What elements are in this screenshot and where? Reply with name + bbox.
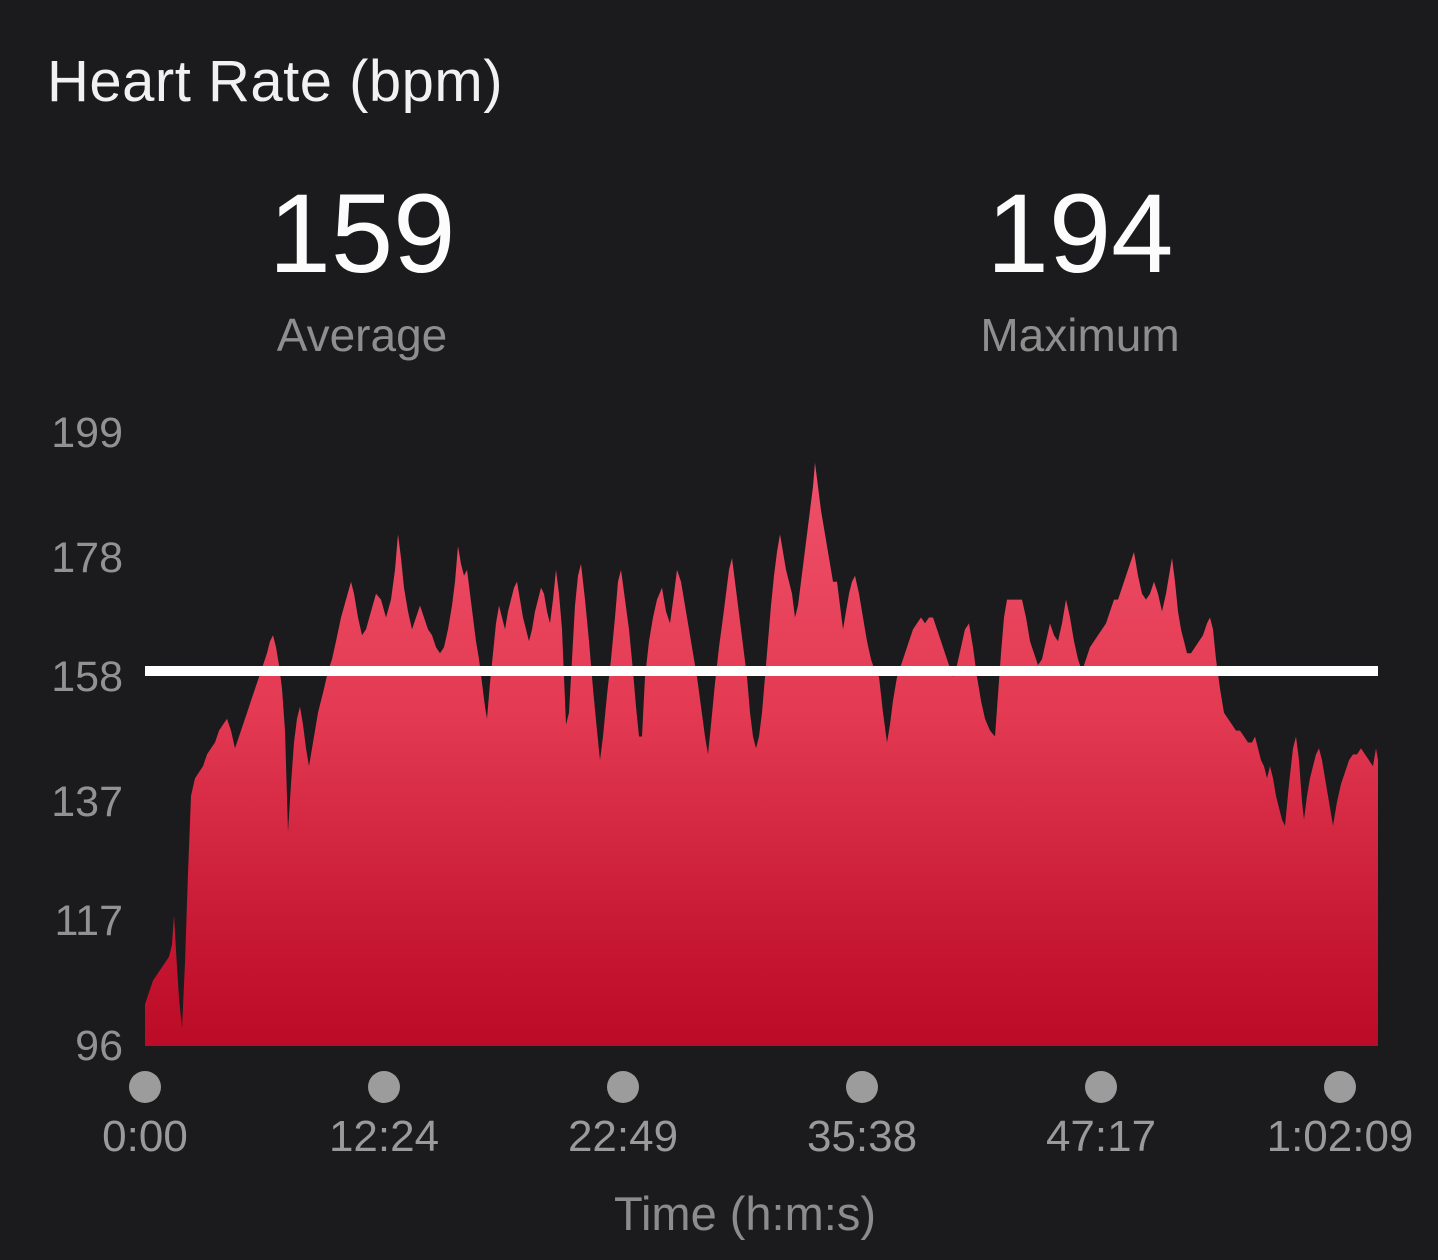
x-axis-label: 35:38: [806, 1112, 918, 1161]
maximum-value: 194: [986, 171, 1174, 296]
y-axis: 199 178 158 137 117 96: [0, 0, 123, 1260]
x-axis-dot: [1324, 1071, 1356, 1103]
y-axis-label: 137: [51, 778, 123, 826]
heart-rate-area: [145, 462, 1378, 1046]
x-axis-dot: [846, 1071, 878, 1103]
y-axis-label: 199: [51, 409, 123, 457]
y-axis-label: 178: [51, 534, 123, 582]
x-axis-label: 47:17: [1045, 1112, 1157, 1161]
average-label: Average: [276, 309, 448, 361]
average-value: 159: [268, 171, 456, 296]
x-axis-label: 22:49: [567, 1112, 679, 1161]
x-axis-dot: [607, 1071, 639, 1103]
maximum-label: Maximum: [980, 309, 1180, 361]
x-axis-dot: [1085, 1071, 1117, 1103]
x-axis-dot: [129, 1071, 161, 1103]
x-axis-label: 1:02:09: [1266, 1112, 1414, 1161]
x-axis-title: Time (h:m:s): [614, 1187, 876, 1240]
average-stat: 159 Average: [62, 171, 662, 361]
x-axis-label: 12:24: [328, 1112, 440, 1161]
maximum-stat: 194 Maximum: [780, 171, 1380, 361]
x-axis-dots: [129, 1071, 1356, 1103]
page-title: Heart Rate (bpm): [47, 49, 504, 114]
x-axis-dot: [368, 1071, 400, 1103]
x-axis-label: 0:00: [102, 1112, 188, 1161]
average-line: [145, 666, 1378, 676]
y-axis-label: 158: [51, 653, 123, 701]
y-axis-label: 117: [54, 897, 123, 945]
y-axis-label: 96: [75, 1022, 123, 1070]
